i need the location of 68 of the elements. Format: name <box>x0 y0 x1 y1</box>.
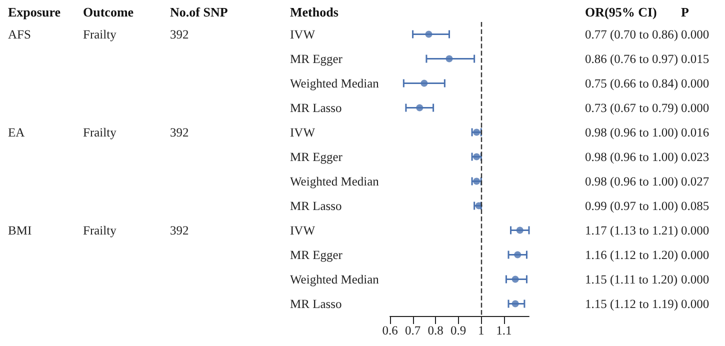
text: 0.000 <box>681 296 710 311</box>
y-tick-label: IVW <box>290 27 316 42</box>
text: 0.023 <box>681 150 710 164</box>
data-label: 0.98 (0.96 to 1.00) <box>585 174 678 188</box>
text: EA <box>8 125 25 140</box>
text: 0.085 <box>681 198 710 213</box>
text: 0.000 <box>681 100 710 115</box>
x-tick-label: 1.1 <box>496 324 512 338</box>
point <box>512 276 519 283</box>
data-label: 1.15 (1.11 to 1.20) <box>585 272 678 286</box>
data-label: 1.15 (1.12 to 1.19) <box>585 296 678 311</box>
x-tick-label: 0.7 <box>404 324 421 338</box>
text: Frailty <box>83 223 118 238</box>
text: 0.000 <box>681 223 710 238</box>
text: 0.027 <box>681 174 710 188</box>
text: P <box>681 4 689 20</box>
data-label: 1.16 (1.12 to 1.20) <box>585 248 678 262</box>
data-label: 0.77 (0.70 to 0.86) <box>585 27 678 42</box>
text: 392 <box>170 223 189 238</box>
text: Outcome <box>83 4 134 20</box>
point <box>425 30 432 38</box>
point <box>473 153 480 160</box>
text: 0.000 <box>681 248 710 262</box>
text: Exposure <box>8 4 61 20</box>
y-tick-label: IVW <box>290 125 316 140</box>
text: Methods <box>290 4 338 20</box>
point <box>514 251 522 258</box>
y-tick-label: Weighted Median <box>290 272 380 286</box>
text: BMI <box>8 223 32 238</box>
text: 0.015 <box>681 52 710 66</box>
data-label: 0.99 (0.97 to 1.00) <box>585 198 678 213</box>
text: 392 <box>170 125 189 140</box>
point <box>473 178 480 185</box>
y-tick-label: MR Egger <box>290 150 344 164</box>
y-tick-label: MR Lasso <box>290 198 342 213</box>
x-tick-label: 0.6 <box>382 324 398 338</box>
y-tick-label: MR Egger <box>290 52 344 66</box>
text: Frailty <box>83 27 118 42</box>
x-tick-label: 1 <box>478 324 484 338</box>
text: 392 <box>170 27 189 42</box>
text: AFS <box>8 27 31 42</box>
point <box>473 128 480 136</box>
point <box>416 104 424 112</box>
data-label: 0.73 (0.67 to 0.79) <box>585 100 678 115</box>
point <box>512 300 519 308</box>
data-label: 0.98 (0.96 to 1.00) <box>585 150 678 164</box>
y-tick-label: MR Egger <box>290 248 344 262</box>
text: No.of SNP <box>170 4 228 20</box>
text: Frailty <box>83 125 118 140</box>
y-tick-label: Weighted Median <box>290 76 380 90</box>
text: OR(95% CI) <box>585 4 657 20</box>
text: 0.000 <box>681 272 710 286</box>
text: 0.016 <box>681 125 710 140</box>
point <box>420 80 428 87</box>
point <box>516 226 524 234</box>
data-label: 0.98 (0.96 to 1.00) <box>585 125 678 140</box>
text: 0.000 <box>681 76 710 90</box>
y-tick-label: MR Lasso <box>290 296 342 311</box>
text: 0.000 <box>681 27 710 42</box>
y-tick-label: MR Lasso <box>290 100 342 115</box>
x-tick-label: 0.9 <box>450 324 466 338</box>
point <box>446 55 453 62</box>
data-label: 0.75 (0.66 to 0.84) <box>585 76 678 90</box>
y-tick-label: Weighted Median <box>290 174 380 188</box>
data-label: 1.17 (1.13 to 1.21) <box>585 223 678 238</box>
x-tick-label: 0.8 <box>428 324 444 338</box>
y-tick-label: IVW <box>290 223 316 238</box>
data-label: 0.86 (0.76 to 0.97) <box>585 52 678 66</box>
